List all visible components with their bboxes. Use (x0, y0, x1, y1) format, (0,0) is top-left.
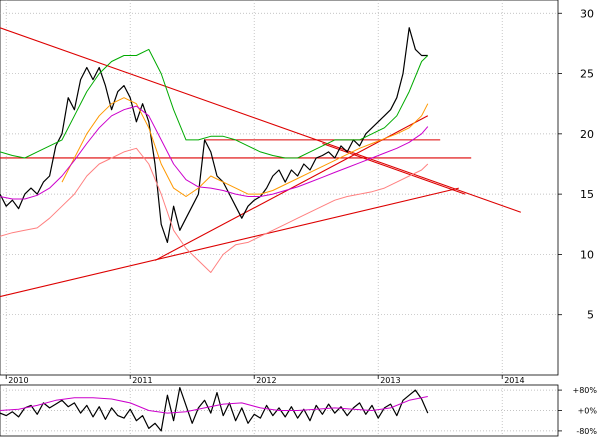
oscillator-series-group (0, 387, 429, 432)
trendline-2 (0, 187, 459, 298)
x-tick-label: 2010 (8, 376, 28, 385)
price-series-group (0, 27, 429, 273)
y-axis-tick-labels: 5 10 15 20 25 30 (558, 7, 594, 322)
moving-average-long-line (0, 105, 429, 200)
oscillator-tick-labels: +80% +0% -80% (558, 386, 597, 436)
y-tick-label: 20 (580, 128, 594, 141)
y-tick-label: 25 (580, 68, 594, 81)
envelope-upper-line (0, 48, 429, 159)
oscillator-tick-label: +0% (578, 407, 598, 416)
trendline-6 (322, 142, 466, 195)
oscillator-tick-label: -80% (576, 427, 597, 436)
price-line (0, 27, 428, 243)
moving-average-short-line (61, 97, 429, 197)
y-tick-label: 10 (580, 248, 594, 261)
x-axis-tick-labels: 2010 2011 2012 2013 2014 (5, 375, 525, 385)
oscillator-gridlines (0, 385, 558, 436)
envelope-lower-line (0, 147, 429, 273)
oscillator-average-line (0, 396, 428, 414)
x-tick-label: 2011 (132, 376, 152, 385)
x-tick-label: 2013 (380, 376, 400, 385)
y-tick-label: 5 (587, 309, 594, 322)
main-gridlines (0, 0, 558, 375)
trendline-1 (0, 27, 521, 213)
y-tick-label: 30 (580, 7, 594, 20)
oscillator-tick-label: +80% (573, 386, 598, 395)
x-tick-label: 2014 (504, 376, 524, 385)
oscillator-line (0, 387, 429, 432)
y-tick-label: 15 (580, 188, 594, 201)
x-tick-label: 2012 (256, 376, 276, 385)
